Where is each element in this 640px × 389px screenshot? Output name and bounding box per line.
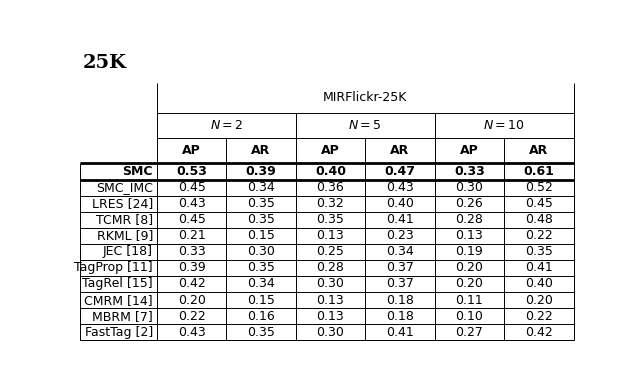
Text: 0.47: 0.47 <box>385 165 415 178</box>
Text: 0.37: 0.37 <box>386 277 414 291</box>
Text: 0.15: 0.15 <box>247 294 275 307</box>
Text: 0.45: 0.45 <box>178 213 205 226</box>
Text: 0.20: 0.20 <box>178 294 205 307</box>
Text: 0.33: 0.33 <box>454 165 484 178</box>
Text: 0.30: 0.30 <box>317 277 344 291</box>
Text: 0.13: 0.13 <box>317 229 344 242</box>
Text: 0.40: 0.40 <box>386 197 414 210</box>
Text: 0.13: 0.13 <box>317 310 344 322</box>
Text: 0.22: 0.22 <box>525 310 553 322</box>
Text: 0.41: 0.41 <box>386 326 414 339</box>
Text: 0.53: 0.53 <box>176 165 207 178</box>
Text: 0.33: 0.33 <box>178 245 205 258</box>
Text: 0.41: 0.41 <box>386 213 414 226</box>
Text: 25K: 25K <box>83 54 127 72</box>
Text: 0.39: 0.39 <box>246 165 276 178</box>
Text: $N = 5$: $N = 5$ <box>348 119 382 132</box>
Text: 0.35: 0.35 <box>247 197 275 210</box>
Text: 0.20: 0.20 <box>525 294 553 307</box>
Text: MBRM [7]: MBRM [7] <box>92 310 153 322</box>
Text: 0.30: 0.30 <box>247 245 275 258</box>
Text: MIRFlickr-25K: MIRFlickr-25K <box>323 91 408 104</box>
Text: $N = 2$: $N = 2$ <box>210 119 243 132</box>
Text: LRES [24]: LRES [24] <box>92 197 153 210</box>
Text: 0.42: 0.42 <box>178 277 205 291</box>
Text: 0.43: 0.43 <box>178 197 205 210</box>
Text: 0.45: 0.45 <box>178 181 205 194</box>
Text: AP: AP <box>460 144 479 157</box>
Text: 0.28: 0.28 <box>317 261 344 274</box>
Text: 0.35: 0.35 <box>247 261 275 274</box>
Text: 0.22: 0.22 <box>178 310 205 322</box>
Text: SMC: SMC <box>122 165 153 178</box>
Text: AP: AP <box>321 144 340 157</box>
Text: 0.34: 0.34 <box>247 181 275 194</box>
Text: 0.43: 0.43 <box>178 326 205 339</box>
Text: 0.35: 0.35 <box>525 245 553 258</box>
Text: AR: AR <box>252 144 271 157</box>
Text: 0.39: 0.39 <box>178 261 205 274</box>
Text: 0.16: 0.16 <box>247 310 275 322</box>
Text: 0.27: 0.27 <box>456 326 483 339</box>
Text: 0.61: 0.61 <box>524 165 554 178</box>
Text: 0.20: 0.20 <box>456 261 483 274</box>
Text: 0.15: 0.15 <box>247 229 275 242</box>
Text: SMC_IMC: SMC_IMC <box>96 181 153 194</box>
Text: TagRel [15]: TagRel [15] <box>83 277 153 291</box>
Text: RKML [9]: RKML [9] <box>97 229 153 242</box>
Text: JEC [18]: JEC [18] <box>103 245 153 258</box>
Text: 0.52: 0.52 <box>525 181 553 194</box>
Text: CMRM [14]: CMRM [14] <box>84 294 153 307</box>
Text: 0.13: 0.13 <box>456 229 483 242</box>
Text: 0.18: 0.18 <box>386 294 414 307</box>
Text: 0.43: 0.43 <box>386 181 414 194</box>
Text: 0.30: 0.30 <box>317 326 344 339</box>
Text: 0.45: 0.45 <box>525 197 553 210</box>
Text: AR: AR <box>390 144 410 157</box>
Text: TagProp [11]: TagProp [11] <box>74 261 153 274</box>
Text: FastTag [2]: FastTag [2] <box>84 326 153 339</box>
Text: 0.41: 0.41 <box>525 261 553 274</box>
Text: 0.23: 0.23 <box>386 229 414 242</box>
Text: TCMR [8]: TCMR [8] <box>96 213 153 226</box>
Text: 0.35: 0.35 <box>317 213 344 226</box>
Text: 0.18: 0.18 <box>386 310 414 322</box>
Text: 0.26: 0.26 <box>456 197 483 210</box>
Text: 0.19: 0.19 <box>456 245 483 258</box>
Text: 0.21: 0.21 <box>178 229 205 242</box>
Text: $N = 10$: $N = 10$ <box>483 119 525 132</box>
Text: 0.20: 0.20 <box>456 277 483 291</box>
Text: 0.25: 0.25 <box>317 245 344 258</box>
Text: 0.40: 0.40 <box>525 277 553 291</box>
Text: 0.34: 0.34 <box>386 245 414 258</box>
Text: AP: AP <box>182 144 201 157</box>
Text: 0.22: 0.22 <box>525 229 553 242</box>
Text: 0.28: 0.28 <box>456 213 483 226</box>
Text: 0.32: 0.32 <box>317 197 344 210</box>
Text: 0.13: 0.13 <box>317 294 344 307</box>
Text: 0.30: 0.30 <box>456 181 483 194</box>
Text: 0.34: 0.34 <box>247 277 275 291</box>
Text: 0.40: 0.40 <box>315 165 346 178</box>
Text: 0.35: 0.35 <box>247 213 275 226</box>
Text: 0.48: 0.48 <box>525 213 553 226</box>
Text: 0.10: 0.10 <box>456 310 483 322</box>
Text: 0.11: 0.11 <box>456 294 483 307</box>
Text: 0.35: 0.35 <box>247 326 275 339</box>
Text: 0.42: 0.42 <box>525 326 553 339</box>
Text: 0.36: 0.36 <box>317 181 344 194</box>
Text: AR: AR <box>529 144 548 157</box>
Text: 0.37: 0.37 <box>386 261 414 274</box>
